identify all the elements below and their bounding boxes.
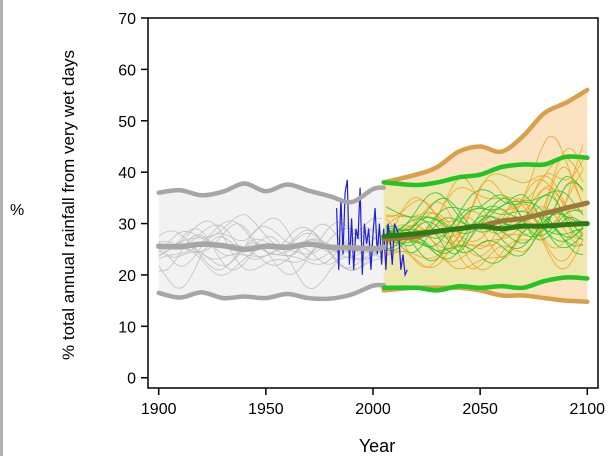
x-tick-label: 2050 — [462, 401, 498, 418]
historical-member-line — [158, 220, 382, 271]
historical-upper-line — [156, 181, 386, 205]
y-axis-label: % total annual rainfall from very wet da… — [59, 50, 78, 360]
observed-series-line — [336, 179, 408, 278]
x-tick-label: 2100 — [569, 401, 605, 418]
high-emissions-member-line — [385, 156, 584, 242]
historical-median-line — [155, 241, 387, 253]
high-emissions-member-line — [385, 179, 584, 247]
y-tick-label: 20 — [118, 268, 136, 285]
low-emissions-member-line — [385, 205, 584, 248]
high-emissions-member-line — [385, 198, 584, 268]
low-emissions-member-line — [385, 190, 584, 234]
low-emissions-member-line — [385, 194, 584, 255]
low-emissions-median-line — [381, 221, 590, 239]
y-tick-label: 50 — [118, 114, 136, 131]
y-tick-label: 10 — [118, 319, 136, 336]
historical-member-line — [158, 226, 382, 260]
y-tick-label: 70 — [118, 11, 136, 28]
uncertainty-bands — [158, 89, 588, 302]
low-emissions-upper-line — [381, 154, 590, 188]
high-emissions-upper-line — [381, 87, 590, 185]
historical-member-line — [158, 230, 382, 266]
panel-divider — [0, 0, 3, 456]
historical-member-line — [158, 232, 382, 275]
low-emissions-member-line — [385, 205, 584, 260]
low-emissions-member-line — [385, 215, 584, 254]
low-emissions-lower-line — [381, 275, 590, 293]
y-tick-label: 30 — [118, 217, 136, 234]
y-tick-label: 40 — [118, 165, 136, 182]
x-tick-label: 1950 — [248, 401, 284, 418]
x-tick-label: 1900 — [141, 401, 177, 418]
historical-member-line — [158, 236, 382, 290]
chart-axes: 0 10 20 30 40 50 60 70 1900 1950 2000 2050 2100 — [118, 11, 605, 418]
y-tick-label: 0 — [127, 371, 136, 388]
high-emissions-member-line — [385, 166, 584, 270]
panel-unit-label: % — [10, 202, 24, 219]
median-lines — [155, 200, 590, 253]
low-emissions-member-line — [385, 212, 584, 257]
range-bound-lines — [156, 87, 590, 304]
x-axis-label: Year — [359, 436, 395, 456]
high-emissions-member-line — [385, 179, 584, 250]
historical-member-line — [158, 225, 382, 271]
x-tick-label: 2000 — [355, 401, 391, 418]
historical-lower-line — [156, 282, 386, 302]
y-tick-label: 60 — [118, 62, 136, 79]
